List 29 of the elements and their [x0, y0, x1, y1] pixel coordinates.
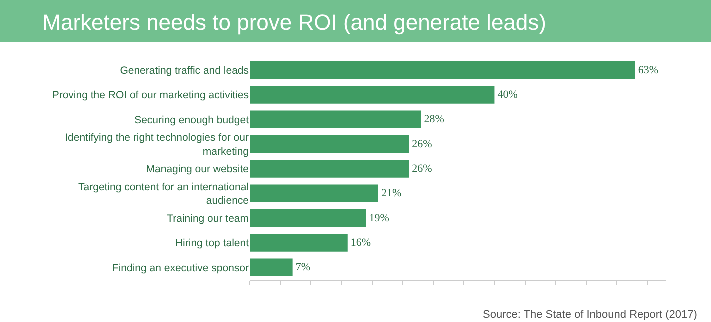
- data-label: 40%: [498, 89, 518, 101]
- y-tick-label: Proving the ROI of our marketing activities: [52, 90, 249, 102]
- data-label: 16%: [350, 237, 372, 249]
- data-label: 19%: [369, 212, 390, 224]
- bar: [250, 258, 293, 277]
- source-note: Source: The State of Inbound Report (2017): [483, 309, 698, 321]
- data-label: 7%: [296, 262, 310, 274]
- y-tick-label: Identifying the right technologies for our marketing: [65, 132, 250, 158]
- bar: [250, 61, 636, 80]
- bar: [250, 184, 378, 203]
- bar: [250, 209, 366, 228]
- data-label: 26%: [412, 163, 432, 175]
- data-label: 21%: [381, 188, 402, 200]
- bar: [250, 135, 410, 154]
- bar: [250, 86, 495, 104]
- y-tick-label: Finding an executive sponsor: [112, 262, 250, 274]
- data-label: 63%: [638, 64, 659, 76]
- bar: [250, 160, 410, 178]
- bar: [250, 110, 422, 129]
- y-tick-label: Managing our website: [146, 164, 250, 176]
- y-tick-label: Targeting content for an international audience: [78, 182, 250, 208]
- y-tick-label: Training our team: [167, 213, 250, 226]
- y-tick-label: Generating traffic and leads: [120, 65, 249, 78]
- data-label: 26%: [412, 138, 432, 150]
- chart-title: Marketers needs to prove ROI (and generate leads): [42, 10, 546, 36]
- y-tick-label: Securing enough budget: [134, 114, 250, 126]
- data-label: 28%: [424, 114, 444, 126]
- bar: [250, 234, 348, 252]
- y-tick-label: Hiring top talent: [175, 238, 250, 250]
